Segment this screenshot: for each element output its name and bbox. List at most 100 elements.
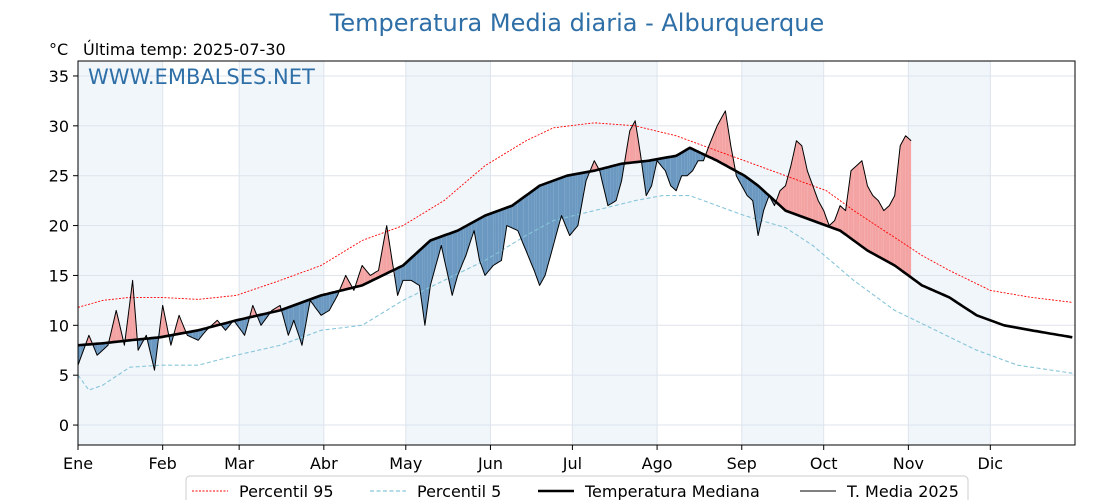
below-median-fill (138, 339, 141, 351)
y-tick-label: 5 (59, 366, 69, 385)
above-median-fill (722, 110, 726, 166)
above-median-fill (714, 125, 718, 161)
below-median-fill (321, 294, 324, 316)
above-median-fill (908, 138, 912, 278)
above-median-fill (594, 160, 597, 171)
x-tick-label-month: Nov (893, 454, 924, 473)
below-median-fill (525, 193, 529, 258)
month-shade-band (908, 61, 991, 445)
above-median-fill (359, 265, 363, 287)
above-median-fill (113, 310, 117, 343)
below-median-fill (556, 178, 559, 236)
above-median-fill (864, 173, 868, 251)
above-median-fill (345, 275, 349, 290)
chart-title: Temperatura Media diaria - Alburquerque (329, 9, 824, 37)
below-median-fill (569, 174, 573, 236)
below-median-fill (438, 236, 442, 256)
above-median-fill (801, 145, 805, 218)
plot-area: 0 5 10 15 20 25 30 35 Ene Feb Mar Abr May Jun Jul Ago Se… (49, 60, 1076, 473)
series-line-t-media-2025 (77, 110, 912, 371)
y-tick-label: 20 (49, 217, 69, 236)
below-median-fill (501, 208, 505, 261)
above-median-fill (875, 198, 879, 257)
above-median-fill (627, 130, 630, 164)
below-median-fill (646, 160, 649, 196)
below-median-fill (498, 209, 502, 263)
below-median-fill (618, 163, 622, 191)
above-median-fill (905, 135, 909, 276)
below-median-fill (760, 188, 764, 224)
y-tick-label: 10 (49, 316, 69, 335)
below-median-fill (397, 266, 401, 296)
below-median-fill (515, 201, 518, 231)
above-median-fill (859, 160, 862, 247)
below-median-fill (744, 175, 748, 196)
unit-label: °C (49, 40, 68, 59)
above-median-fill (894, 170, 898, 268)
above-median-fill (891, 195, 895, 266)
above-median-fill (129, 280, 133, 341)
below-median-fill (509, 205, 513, 229)
above-median-fill (782, 185, 786, 211)
below-median-fill (424, 243, 428, 326)
below-median-fill (326, 293, 330, 313)
below-median-fill (312, 297, 316, 308)
legend-label: Percentil 95 (239, 482, 334, 500)
below-median-fill (408, 257, 412, 281)
x-tick-label-month: Ene (63, 454, 93, 473)
x-tick-label-month: Sep (727, 454, 757, 473)
below-median-fill (444, 234, 447, 271)
above-median-fill (889, 200, 892, 264)
x-tick-label-month: Ago (642, 454, 673, 473)
below-median-fill (692, 149, 696, 171)
above-median-fill (881, 205, 884, 260)
above-median-fill (777, 190, 780, 206)
above-median-fill (796, 140, 800, 216)
above-median-fill (719, 115, 723, 164)
above-median-fill (867, 185, 871, 253)
above-median-fill (902, 135, 906, 274)
below-median-fill (668, 156, 671, 186)
below-median-fill (536, 185, 540, 286)
below-median-fill (476, 218, 480, 261)
above-median-fill (632, 120, 636, 163)
above-median-fill (872, 195, 876, 255)
below-median-fill (304, 300, 308, 331)
legend-label: T. Media 2025 (846, 482, 959, 500)
below-median-fill (651, 159, 655, 186)
above-median-fill (717, 120, 720, 163)
above-median-fill (381, 240, 384, 277)
below-median-fill (468, 223, 472, 248)
below-median-fill (452, 231, 455, 296)
above-median-fill (116, 310, 119, 342)
above-median-fill (883, 208, 887, 261)
below-median-fill (755, 183, 759, 236)
below-median-fill (460, 227, 464, 269)
below-median-fill (416, 250, 420, 286)
above-median-fill (845, 190, 849, 237)
below-median-fill (665, 157, 669, 179)
below-median-fill (413, 253, 417, 284)
legend: Percentil 95 Percentil 5 Temperatura Media… (185, 475, 969, 500)
below-median-fill (542, 183, 546, 281)
above-median-fill (807, 170, 811, 220)
below-median-fill (662, 157, 666, 171)
below-median-fill (288, 306, 292, 336)
below-median-fill (673, 155, 677, 191)
below-median-fill (539, 184, 543, 286)
below-median-fill (610, 165, 614, 204)
month-shade-band (572, 61, 658, 445)
legend-label: Temperatura Mediana (584, 482, 760, 500)
above-median-fill (870, 190, 873, 254)
below-median-fill (613, 165, 617, 203)
below-median-fill (523, 195, 526, 251)
below-median-fill (572, 174, 576, 233)
below-median-fill (241, 318, 245, 336)
below-median-fill (580, 172, 584, 211)
below-median-fill (564, 175, 567, 229)
below-median-fill (681, 150, 685, 176)
above-median-fill (790, 153, 794, 214)
below-median-fill (758, 185, 761, 236)
below-median-fill (752, 181, 756, 219)
above-median-fill (815, 193, 819, 223)
